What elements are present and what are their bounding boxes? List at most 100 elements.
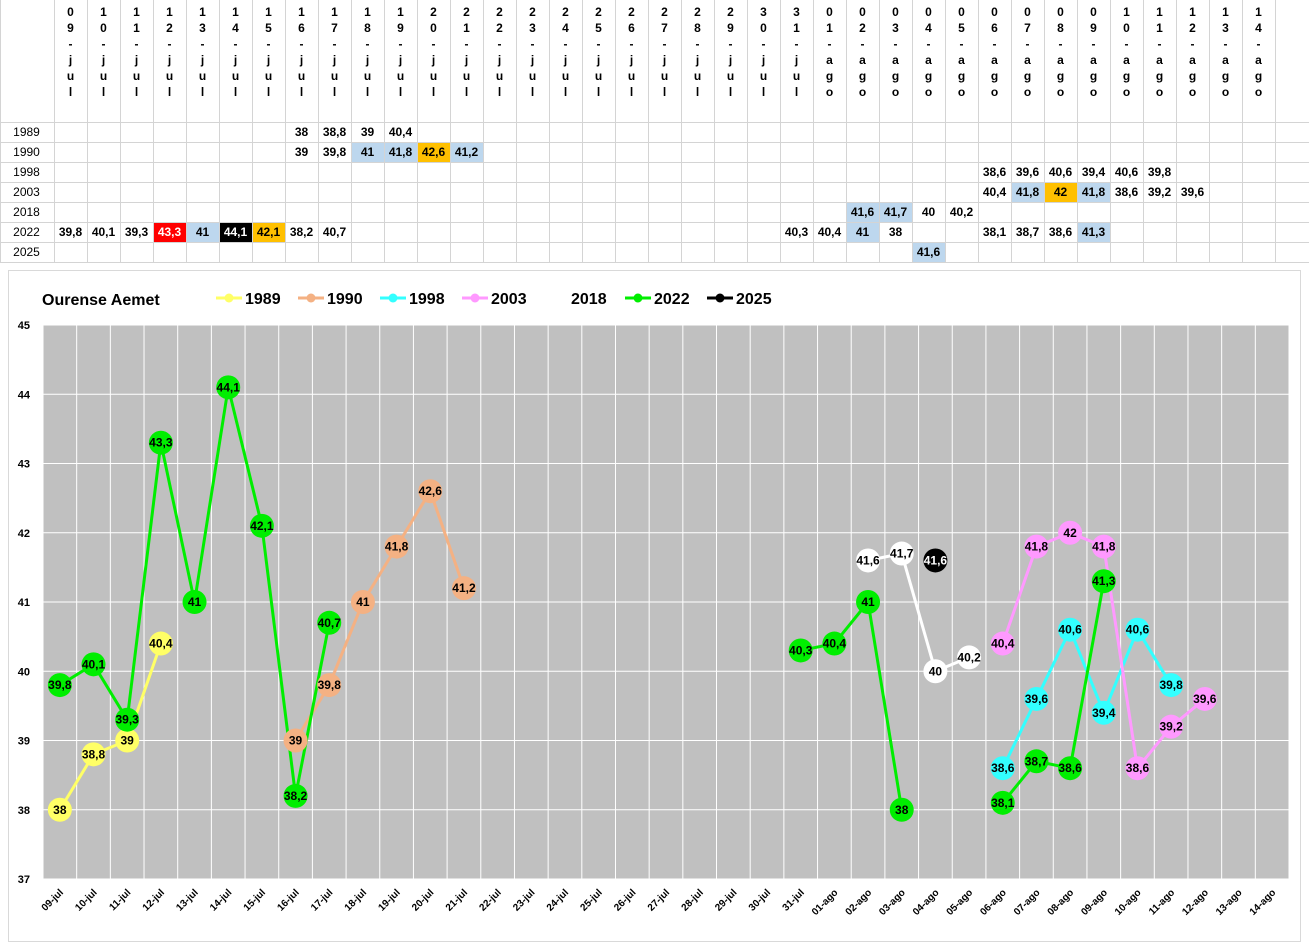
data-label: 41: [861, 595, 875, 609]
data-label: 39,8: [1159, 678, 1183, 692]
data-point-2003: 42: [1058, 520, 1083, 545]
highlight-cell: [418, 143, 450, 162]
date-header: 3 0 - j u l: [759, 5, 768, 99]
table-cell: 43,3: [157, 225, 182, 239]
row-year-label: 2003: [13, 185, 40, 199]
table-cell: 39,8: [1147, 165, 1172, 179]
series-line-1990: [428, 490, 466, 589]
table-cell: 38: [888, 225, 903, 239]
table-cell: 38,7: [1015, 225, 1040, 239]
table-cell: 41,6: [916, 245, 941, 259]
data-label: 41,7: [890, 547, 914, 561]
highlight-cell: [451, 143, 483, 162]
highlight-cell: [847, 203, 879, 222]
data-point-2022: 41,3: [1091, 569, 1116, 594]
data-label: 39: [121, 734, 135, 748]
svg-text:2018: 2018: [571, 291, 607, 308]
legend-item: 2022: [625, 291, 690, 308]
data-point-1989: 38,8: [81, 742, 106, 767]
date-header: 1 2 - j u l: [165, 5, 174, 99]
data-point-2022: 40,4: [822, 631, 846, 656]
date-header: 1 9 - j u l: [396, 5, 405, 99]
highlight-cell: [253, 223, 285, 242]
data-point-1990: 42,6: [418, 479, 442, 504]
date-header: 2 7 - j u l: [660, 5, 669, 99]
series-line-1998: [1102, 629, 1139, 714]
data-label: 39,4: [1092, 706, 1116, 720]
highlight-cell: [154, 223, 186, 242]
data-label: 40,3: [789, 643, 813, 657]
table-cell: 38,8: [322, 125, 347, 139]
data-label: 39,2: [1159, 720, 1183, 734]
series-line-1998: [1035, 629, 1072, 700]
data-point-1989: 38: [47, 797, 72, 822]
series-line-2022: [866, 601, 904, 810]
data-point-2022: 44,1: [216, 375, 240, 400]
table-cell: 40,6: [1114, 165, 1139, 179]
date-header: 2 6 - j u l: [627, 5, 636, 99]
table-cell: 42,6: [421, 145, 446, 159]
svg-text:1989: 1989: [245, 291, 281, 308]
series-line-2022: [294, 622, 331, 797]
date-header: 1 8 - j u l: [363, 5, 372, 99]
data-point-1998: 38,6: [990, 756, 1015, 781]
date-header: 0 9 - a g o: [1089, 5, 1098, 99]
data-label: 38,6: [1058, 761, 1082, 775]
date-header: 2 2 - j u l: [495, 5, 504, 99]
row-year-label: 1990: [13, 145, 40, 159]
highlight-cell: [1078, 183, 1110, 202]
row-year-label: 2018: [13, 205, 40, 219]
data-label: 39,6: [1025, 692, 1049, 706]
date-header: 1 0 - a g o: [1122, 5, 1131, 99]
table-cell: 40,3: [784, 225, 809, 239]
data-label: 42: [1063, 526, 1077, 540]
data-label: 40: [929, 664, 943, 678]
table-cell: 39,8: [58, 225, 83, 239]
data-label: 41,8: [385, 540, 409, 554]
highlight-cell: [847, 223, 879, 242]
data-label: 40,6: [1126, 623, 1150, 637]
date-header: 1 5 - j u l: [264, 5, 273, 99]
data-label: 38: [53, 803, 67, 817]
date-header: 0 7 - a g o: [1023, 5, 1032, 99]
highlight-cell: [1045, 183, 1077, 202]
y-tick-label: 38: [18, 805, 30, 817]
data-point-2022: 41: [856, 590, 881, 614]
y-tick-label: 45: [18, 320, 30, 332]
table-cell: 38,6: [1048, 225, 1073, 239]
data-point-2003: 41,8: [1091, 534, 1116, 559]
table-cell: 40,4: [817, 225, 842, 239]
data-point-1998: 39,4: [1091, 700, 1116, 725]
table-cell: 42,1: [256, 225, 281, 239]
data-label: 38,6: [1126, 761, 1150, 775]
data-label: 41,2: [452, 581, 476, 595]
data-point-2022: 39,8: [47, 673, 72, 698]
data-label: 41: [188, 595, 202, 609]
date-header: 0 5 - a g o: [957, 5, 966, 99]
data-point-1990: 41: [350, 590, 375, 614]
data-point-2018: 40,2: [957, 645, 981, 670]
table-cell: 40,1: [91, 225, 116, 239]
series-line-2022: [125, 442, 163, 720]
data-label: 38,7: [1025, 754, 1049, 768]
data-label: 38: [895, 803, 909, 817]
table-cell: 38,2: [289, 225, 314, 239]
data-point-2022: 43,3: [148, 430, 173, 455]
data-point-2022: 39,3: [115, 707, 140, 732]
date-header: 1 1 - j u l: [132, 5, 141, 99]
svg-text:2025: 2025: [736, 291, 772, 308]
data-point-1990: 39: [283, 728, 308, 753]
data-point-2003: 41,8: [1024, 534, 1048, 559]
data-point-2018: 41,7: [889, 541, 914, 566]
table-cell: 39,8: [322, 145, 347, 159]
table-cell: 41,6: [850, 205, 875, 219]
data-point-1990: 39,8: [317, 673, 341, 698]
series-line-2018: [900, 553, 937, 672]
date-header: 1 4 - j u l: [231, 5, 240, 99]
date-header: 0 2 - a g o: [858, 5, 867, 99]
table-cell: 41: [360, 145, 375, 159]
data-label: 39,3: [116, 713, 140, 727]
table-cell: 42: [1053, 185, 1068, 199]
highlight-cell: [220, 223, 252, 242]
